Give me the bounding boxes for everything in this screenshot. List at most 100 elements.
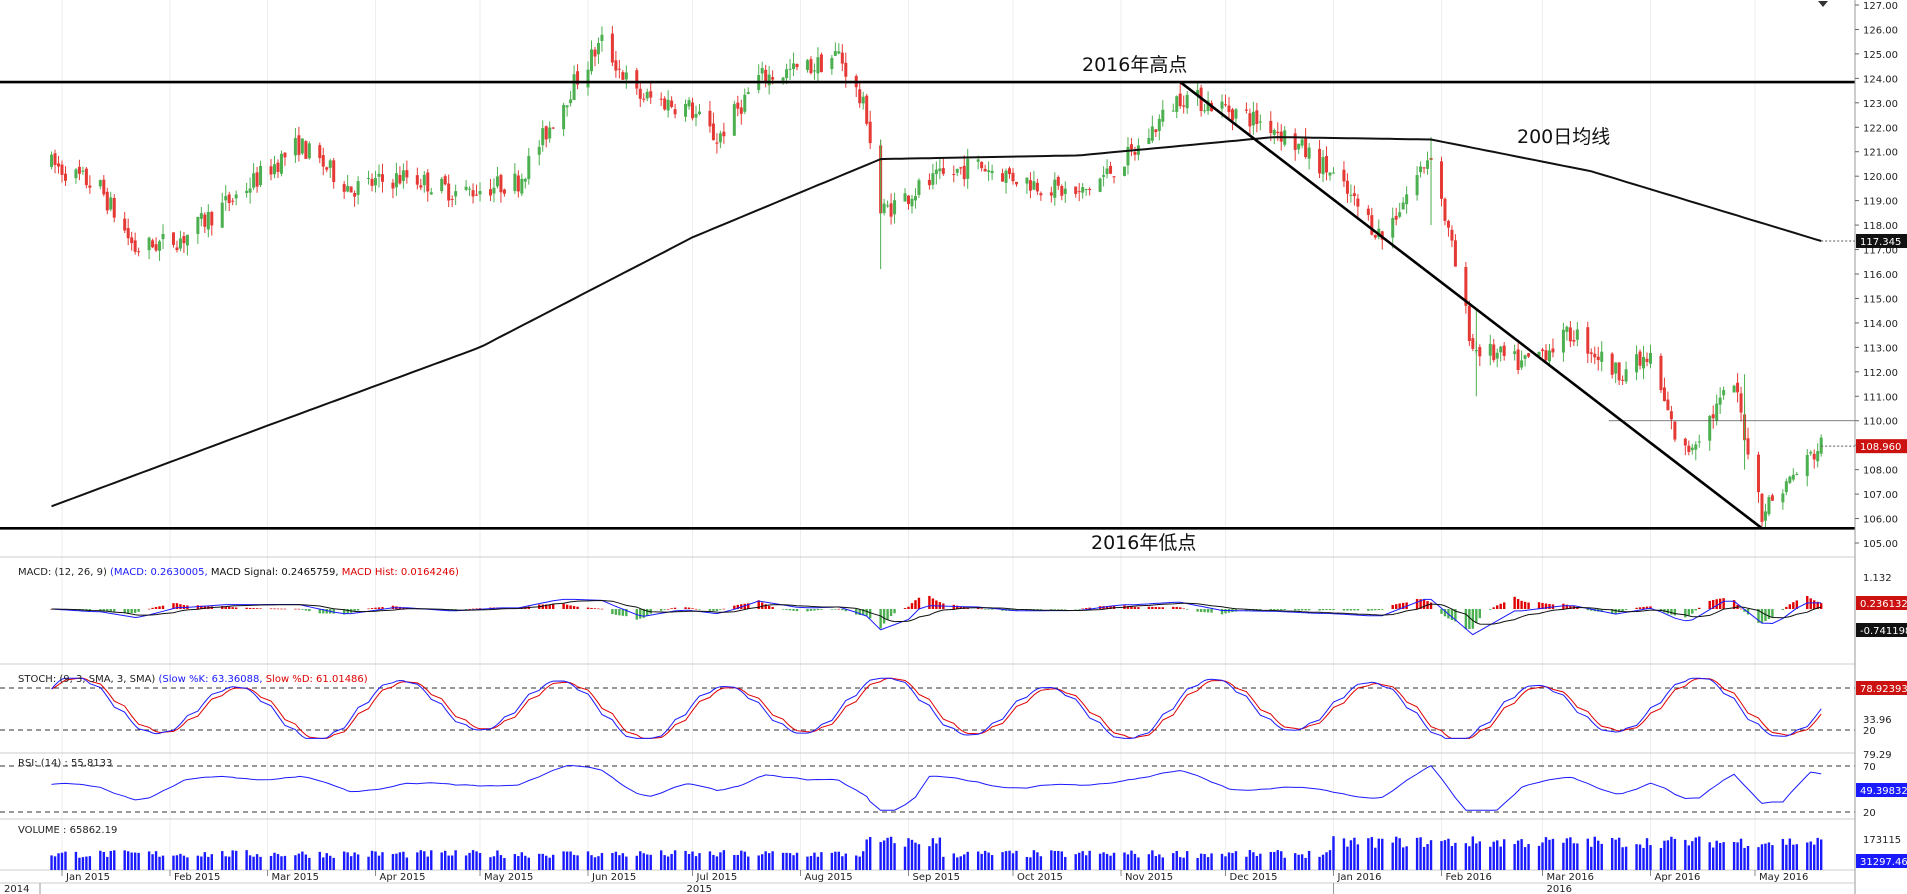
candle-body — [1150, 126, 1154, 141]
volume-bar — [806, 856, 809, 870]
candle-body — [279, 153, 283, 174]
candle — [917, 178, 921, 199]
macd-hist-bar — [813, 609, 816, 611]
month-label: Aug 2015 — [805, 872, 853, 883]
macd-hist-bar — [1185, 609, 1189, 610]
candle-body — [1014, 181, 1018, 185]
candle-body — [1401, 202, 1405, 210]
last-price-tag: 108.960 — [1860, 442, 1901, 453]
macd-hist-bar — [1015, 609, 1018, 612]
macd-hist-bar — [1273, 609, 1276, 610]
volume-bar — [1210, 853, 1213, 870]
volume-bar — [1001, 852, 1004, 870]
candle — [1014, 181, 1018, 187]
macd-hist-bar — [228, 606, 231, 609]
macd-hist-bar — [113, 609, 116, 612]
volume-bar — [1757, 847, 1760, 870]
candle-body — [624, 72, 628, 80]
volume-bar — [760, 854, 764, 870]
candle — [1025, 177, 1029, 194]
volume-bar — [841, 856, 844, 870]
volume-bar — [175, 855, 179, 870]
rsi-line — [51, 764, 1822, 811]
candle-body — [1032, 181, 1036, 190]
macd-hist-bar — [935, 600, 938, 609]
macd-hist-bar — [1788, 604, 1792, 609]
volume-bar — [527, 857, 530, 870]
candle — [865, 93, 869, 126]
dropdown-arrow-icon[interactable] — [1818, 1, 1828, 7]
month-label: Feb 2015 — [174, 872, 220, 883]
volume-bar — [1147, 854, 1151, 870]
candle — [1255, 102, 1259, 133]
candle-body — [488, 189, 492, 196]
macd-hist-bar — [1711, 599, 1715, 609]
candle-body — [732, 104, 736, 136]
macd-hist-bar — [1269, 609, 1272, 611]
candle — [1446, 219, 1450, 237]
macd-hist-bar — [865, 609, 868, 616]
volume-bar — [475, 851, 478, 870]
macd-hist-bar — [708, 609, 712, 611]
volume-bar — [1638, 844, 1642, 870]
price-tick-label: 118.00 — [1863, 221, 1898, 232]
volume-bar — [1273, 851, 1276, 870]
candle-body — [1074, 186, 1078, 194]
candle-body — [785, 69, 789, 79]
candle-body — [1541, 349, 1545, 352]
macd-hist-bar — [154, 606, 158, 609]
macd-hist-bar — [1081, 608, 1084, 610]
macd-hist-bar — [1809, 598, 1812, 609]
rsi-tick-70: 70 — [1863, 762, 1876, 773]
candle-body — [1722, 390, 1726, 396]
volume-bar — [1621, 847, 1624, 870]
volume-bar — [983, 850, 987, 870]
volume-bar — [733, 855, 736, 870]
candle-body — [98, 180, 102, 187]
downtrend-line — [1179, 81, 1763, 530]
candle-body — [722, 131, 726, 137]
volume-bar — [886, 837, 889, 870]
volume-bar — [1468, 846, 1471, 870]
candle — [934, 161, 938, 185]
candle — [1471, 333, 1475, 352]
price-tick-label: 105.00 — [1863, 539, 1898, 550]
candle — [1575, 321, 1579, 347]
volume-bar — [318, 851, 321, 870]
candle — [98, 179, 102, 190]
candle-body — [224, 196, 228, 201]
macd-hist-bar — [1544, 603, 1548, 609]
candle — [171, 232, 175, 248]
volume-bar — [221, 851, 224, 870]
candle — [1147, 128, 1151, 145]
candle-body — [635, 70, 639, 89]
volume-bar — [280, 856, 283, 870]
volume-bar — [224, 856, 227, 870]
candle — [53, 149, 57, 174]
volume-bar — [1050, 850, 1053, 870]
volume-bar — [1565, 838, 1569, 870]
candle — [1746, 427, 1750, 460]
candle — [123, 211, 127, 234]
candle-body — [1175, 96, 1179, 112]
volume-bar — [792, 855, 795, 870]
candle — [112, 193, 116, 223]
candle-body — [781, 77, 785, 81]
volume-bar — [109, 850, 112, 870]
candle — [1642, 345, 1646, 380]
candle-body — [1157, 118, 1161, 131]
volume-bar — [1102, 852, 1105, 870]
volume-bar — [565, 851, 569, 870]
macd-hist-bar — [1196, 609, 1199, 612]
macd-hist-bar — [545, 604, 548, 609]
volume-bar — [1760, 844, 1764, 870]
volume-bar — [541, 853, 544, 870]
macd-hist-bar — [88, 609, 92, 611]
volume-bar — [646, 854, 649, 870]
candle-body — [1405, 194, 1409, 205]
candle-body — [356, 181, 360, 195]
candle-body — [1008, 168, 1012, 175]
macd-hist-bar — [151, 607, 154, 609]
macd-signal-label: MACD Signal: 0.2465759, — [208, 567, 339, 578]
macd-hist-bar — [1328, 609, 1332, 611]
